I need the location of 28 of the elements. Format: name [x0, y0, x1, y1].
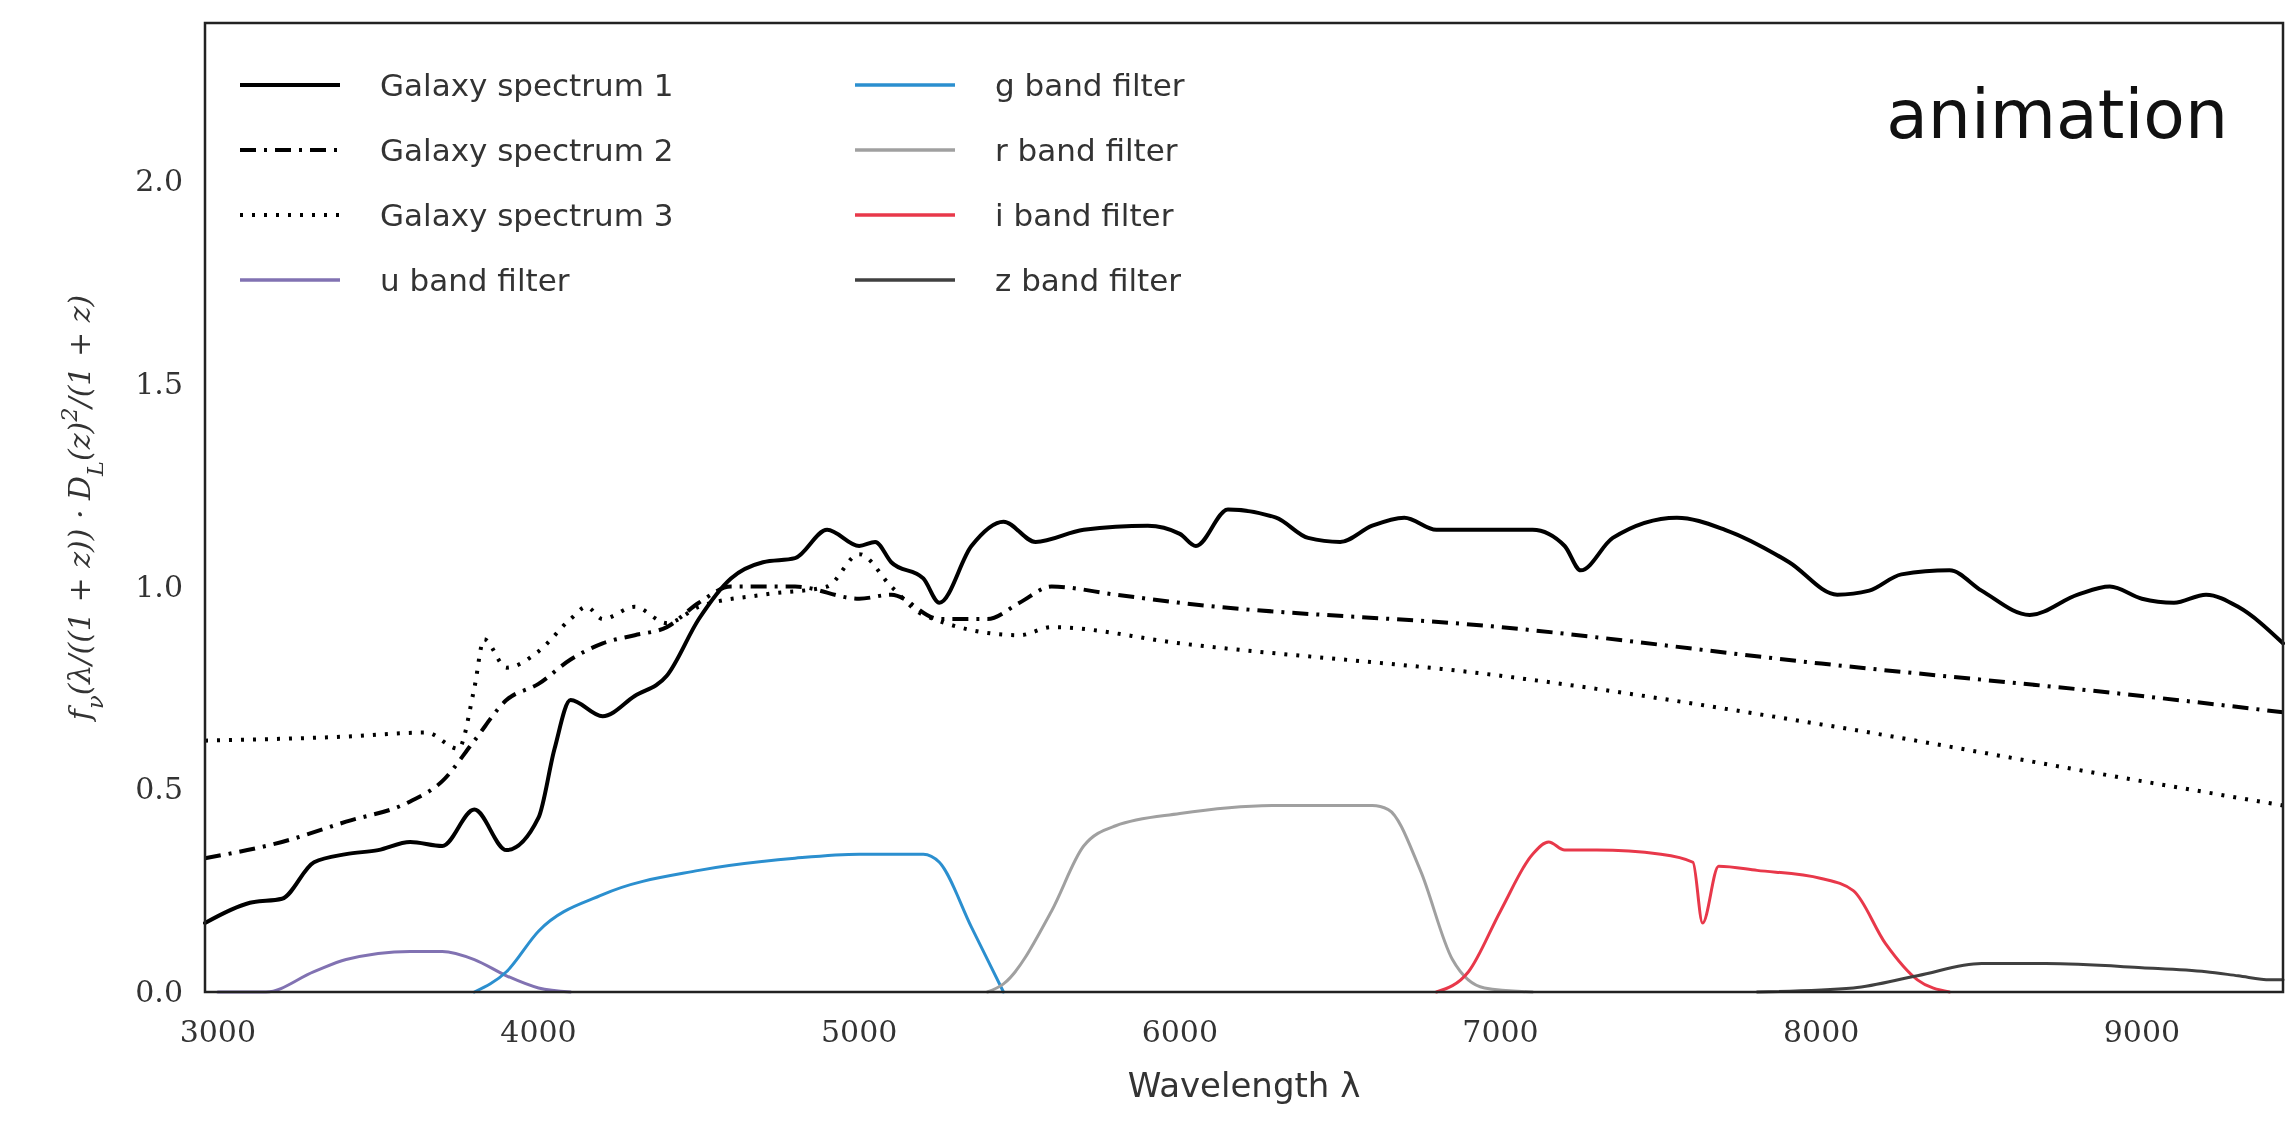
legend-label: Galaxy spectrum 1	[380, 67, 674, 103]
line-series	[1434, 840, 1951, 994]
x-tick-label: 9000	[2103, 1014, 2181, 1049]
y-tick-label: 1.5	[135, 365, 183, 401]
legend-label: Galaxy spectrum 2	[380, 132, 674, 168]
x-axis-title: Wavelength λ	[1127, 1065, 1361, 1105]
line-series	[216, 949, 573, 994]
x-tick-label: 5000	[821, 1014, 898, 1049]
y-tick-label: 2.0	[135, 163, 183, 199]
x-tick-label: 3000	[179, 1014, 257, 1049]
annotation: animation	[1886, 75, 2228, 154]
legend-label: g band filter	[995, 67, 1185, 103]
y-tick-label: 0.5	[135, 771, 183, 807]
legend-label: z band filter	[995, 262, 1182, 298]
legend-label: u band filter	[380, 262, 570, 298]
x-tick-label: 4000	[500, 1014, 577, 1049]
y-tick-label: 1.0	[135, 568, 183, 604]
line-series	[203, 507, 2285, 926]
legend-label: r band filter	[995, 132, 1178, 168]
legend-label: Galaxy spectrum 3	[380, 197, 674, 233]
x-tick-label: 6000	[1141, 1014, 1219, 1049]
x-tick-label: 8000	[1783, 1014, 1860, 1049]
y-tick-label: 0.0	[135, 974, 183, 1009]
x-tick-label: 7000	[1462, 1014, 1539, 1049]
line-series	[985, 804, 1535, 994]
line-series	[1755, 962, 2285, 994]
line-series	[472, 852, 1005, 994]
legend-label: i band filter	[995, 197, 1174, 233]
